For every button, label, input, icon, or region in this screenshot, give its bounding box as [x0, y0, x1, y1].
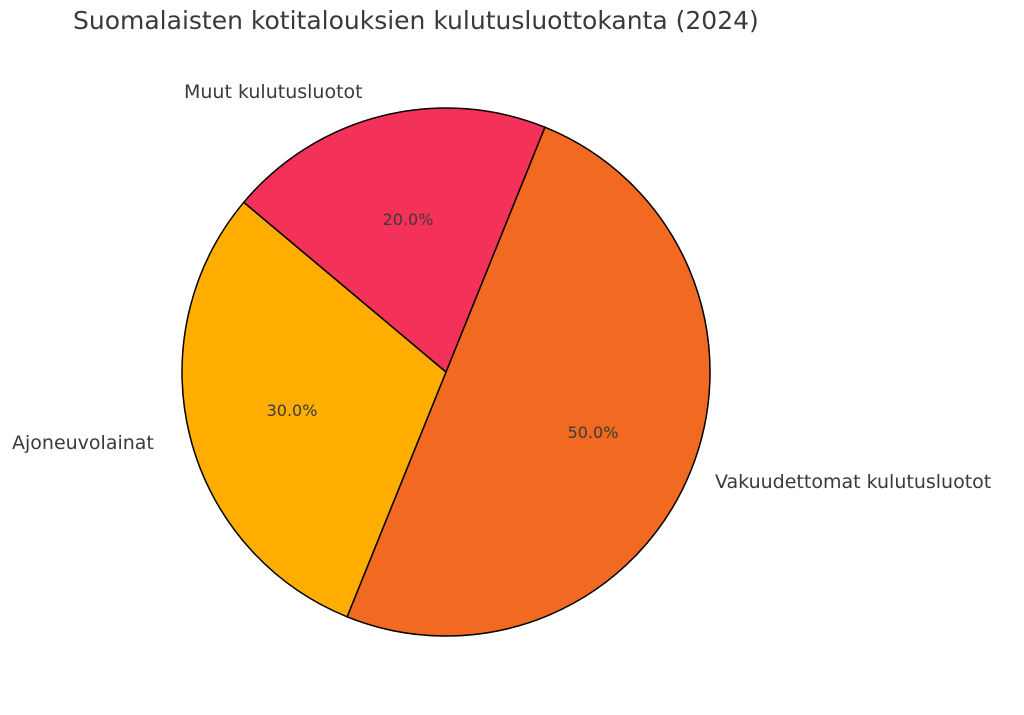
label-ajoneuvolainat: Ajoneuvolainat: [12, 432, 154, 454]
slice-ajoneuvolainat: [181, 201, 447, 618]
pct-muut: 20.0%: [383, 210, 434, 229]
slice-muut: [242, 107, 546, 374]
pct-vakuudettomat: 50.0%: [568, 423, 619, 442]
label-muut: Muut kulutusluotot: [184, 81, 363, 103]
label-vakuudettomat: Vakuudettomat kulutusluotot: [715, 471, 991, 493]
pct-ajoneuvolainat: 30.0%: [267, 401, 318, 420]
slice-vakuudettomat: [346, 126, 711, 637]
chart-title: Suomalaisten kotitalouksien kulutusluott…: [73, 6, 759, 35]
